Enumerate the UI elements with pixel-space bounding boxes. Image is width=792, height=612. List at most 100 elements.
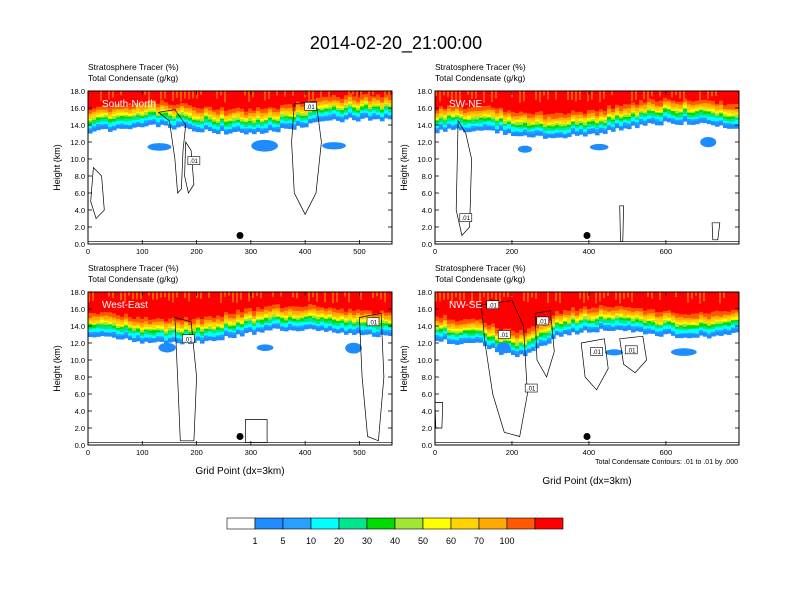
tracer-band-level-11 (587, 292, 592, 309)
tracer-streak (248, 292, 250, 302)
tracer-streak (691, 292, 693, 299)
tracer-band-level-11 (256, 292, 261, 308)
tracer-band-level-11 (244, 292, 249, 309)
x-tick-label: 400 (299, 247, 312, 256)
tracer-band-level-11 (503, 91, 508, 112)
colorbar-cell (534, 517, 564, 530)
tracer-streak (312, 91, 314, 101)
tracer-streak (695, 292, 697, 296)
tracer-band-level-11 (292, 91, 297, 107)
tracer-band-level-11 (116, 91, 121, 104)
tracer-streak (607, 292, 609, 296)
panel-nw-se: Stratosphere Tracer (%)Total Condensate … (399, 263, 740, 487)
tracer-band-level-11 (112, 292, 117, 314)
tracer-band-level-11 (543, 292, 548, 323)
contour-label-box (624, 345, 638, 355)
tracer-streak (603, 292, 605, 299)
contour-label: .01 (306, 105, 315, 111)
tracer-band-level-11 (535, 91, 540, 113)
tracer-streak (148, 292, 150, 296)
tracer-band-level-11 (356, 91, 361, 98)
tracer-band-level-11 (388, 292, 392, 313)
tracer-streak (236, 292, 238, 303)
tracer-band-level-11 (659, 292, 664, 312)
tracer-band-level-11 (228, 292, 233, 314)
tracer-band-level-11 (284, 292, 289, 308)
tracer-streak (687, 292, 689, 303)
tracer-streak (348, 91, 350, 96)
x-tick-label: 300 (245, 448, 258, 457)
tracer-band-level-11 (631, 292, 636, 309)
colorbar-cell (422, 517, 452, 530)
tracer-streak (643, 91, 645, 100)
tracer-band-level-11 (340, 91, 345, 99)
tracer-streak (675, 91, 677, 96)
tracer-streak (587, 91, 589, 102)
tracer-streak (128, 292, 130, 296)
tracer-band-level-11 (316, 292, 321, 307)
condensate-contour (435, 402, 444, 429)
tracer-band-level-11 (208, 292, 213, 317)
tracer-streak (483, 91, 485, 103)
tracer-band-level-11 (364, 292, 369, 311)
tracer-band-level-11 (559, 91, 564, 114)
tracer-band-level-11 (727, 91, 732, 105)
colorbar-cell (226, 517, 256, 530)
tracer-streak (296, 292, 298, 299)
tracer-band-level-11 (140, 292, 145, 319)
tracer-band-level-11 (96, 292, 101, 315)
tracer-band-level-11 (232, 292, 237, 314)
tracer-band-level-11 (276, 292, 281, 305)
tracer-streak (312, 292, 314, 298)
tracer-band-level-11 (615, 91, 620, 105)
tracer-band-level-11 (168, 292, 173, 319)
tracer-band-level-11 (599, 292, 604, 306)
tracer-streak (503, 292, 505, 297)
contour-label: .01 (184, 337, 193, 343)
tracer-band-level-11 (451, 292, 456, 320)
tracer-band-level-11 (376, 91, 381, 95)
tracer-streak (519, 91, 521, 103)
tracer-band-level-11 (571, 91, 576, 111)
x-tick-label: 400 (583, 448, 596, 457)
y-tick-label: 6.0 (422, 189, 432, 198)
tracer-band-level-11 (268, 91, 273, 108)
tracer-streak (611, 91, 613, 96)
tracer-band-level-11 (715, 292, 720, 311)
tracer-blob (589, 143, 609, 151)
tracer-band-level-11 (312, 91, 317, 100)
tracer-streak (108, 91, 110, 100)
tracer-band-level-11 (555, 91, 560, 113)
tracer-band-level-11 (376, 292, 381, 314)
tracer-band-level-11 (372, 292, 377, 314)
tracer-band-level-11 (332, 91, 337, 95)
tracer-band-level-11 (184, 292, 189, 317)
tracer-field: .01 .01 .01 .01 .01 .01 (435, 292, 739, 445)
tracer-band-level-11 (687, 292, 692, 315)
tracer-streak (447, 292, 449, 300)
tracer-band-level-11 (160, 91, 165, 101)
tracer-band-level-11 (136, 91, 141, 103)
tracer-streak (196, 292, 198, 298)
tracer-streak (615, 292, 617, 300)
tracer-band-level-11 (352, 91, 357, 97)
tracer-band-level-11 (228, 91, 233, 110)
panel-name: NW-SE (449, 300, 482, 311)
tracer-streak (603, 91, 605, 99)
contour-label: .01 (627, 348, 636, 354)
tracer-streak (651, 292, 653, 299)
tracer-band-level-11 (112, 91, 117, 106)
condensate-contour (711, 222, 721, 241)
tracer-band-level-11 (176, 292, 181, 321)
figure-title: 2014-02-20_21:00:00 (310, 33, 482, 54)
tracer-streak (264, 91, 266, 101)
tracer-band-level-11 (324, 91, 329, 97)
y-tick-label: 14.0 (70, 121, 85, 130)
colorbar-cell (394, 517, 424, 530)
contour-label: .01 (539, 319, 548, 325)
tracer-band-level-11 (583, 91, 588, 114)
y-tick-label: 2.0 (75, 424, 85, 433)
tracer-band-level-11 (475, 292, 480, 320)
colorbar: 1 5 10 20 30 40 50 60 70 100 (226, 517, 564, 546)
tracer-streak (459, 91, 461, 101)
